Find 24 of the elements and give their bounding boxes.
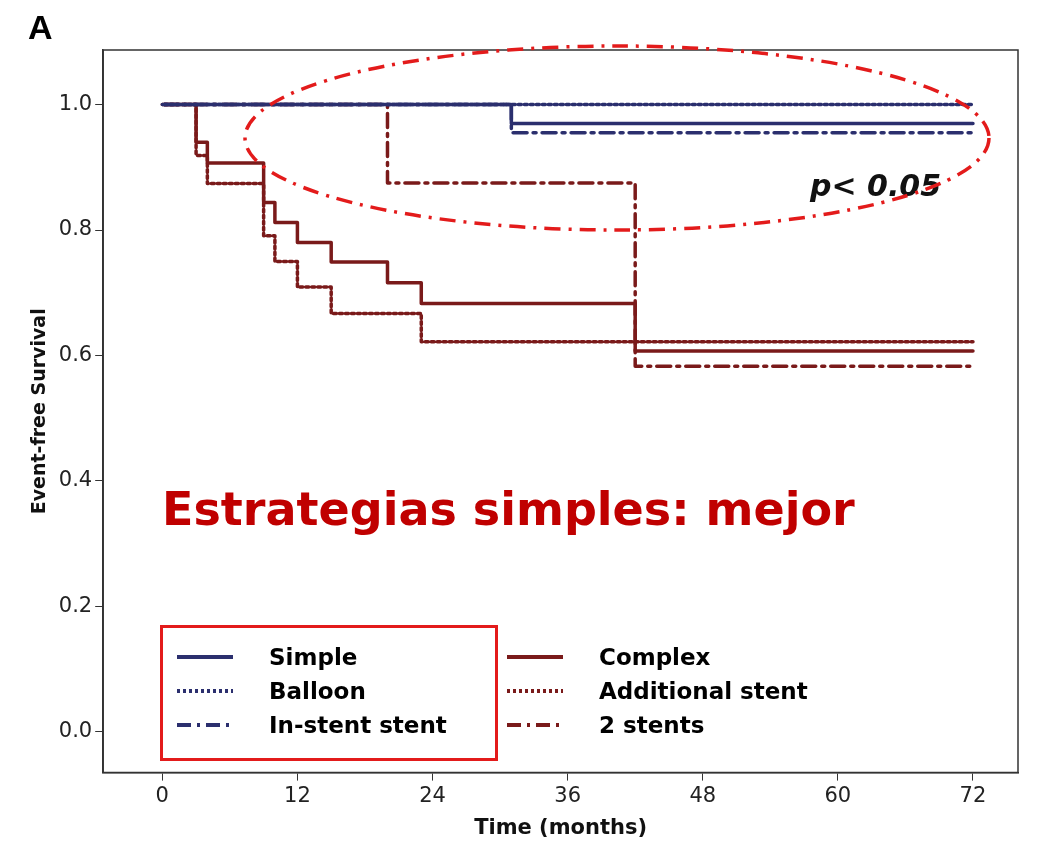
y-tick-label: 1.0 bbox=[58, 91, 93, 116]
legend-label: Simple bbox=[269, 644, 358, 670]
x-tick-label: 48 bbox=[689, 782, 717, 807]
legend-label: In-stent stent bbox=[269, 712, 447, 738]
y-axis-title: Event-free Survival bbox=[27, 308, 50, 515]
x-axis-title: Time (months) bbox=[474, 814, 648, 839]
legend-label: Balloon bbox=[269, 678, 366, 704]
annotation: p< 0.05 bbox=[809, 168, 942, 203]
x-tick-label: 0 bbox=[155, 782, 169, 807]
y-tick-label: 0.8 bbox=[58, 216, 93, 241]
x-tick-label: 72 bbox=[959, 782, 987, 807]
chart-title: A bbox=[28, 8, 53, 47]
y-tick-label: 0.6 bbox=[58, 341, 93, 366]
legend-label: Additional stent bbox=[599, 678, 808, 704]
legend-label: Complex bbox=[599, 644, 711, 670]
y-tick-label: 0.4 bbox=[58, 467, 93, 492]
x-tick-label: 24 bbox=[419, 782, 446, 807]
y-tick-label: 0.2 bbox=[58, 592, 93, 617]
x-tick-label: 60 bbox=[824, 782, 852, 807]
x-tick-label: 36 bbox=[554, 782, 581, 807]
y-tick-label: 0.0 bbox=[58, 718, 93, 743]
x-tick-label: 12 bbox=[284, 782, 311, 807]
annotation: Estrategias simples: mejor bbox=[162, 482, 856, 536]
legend-label: 2 stents bbox=[599, 712, 705, 738]
